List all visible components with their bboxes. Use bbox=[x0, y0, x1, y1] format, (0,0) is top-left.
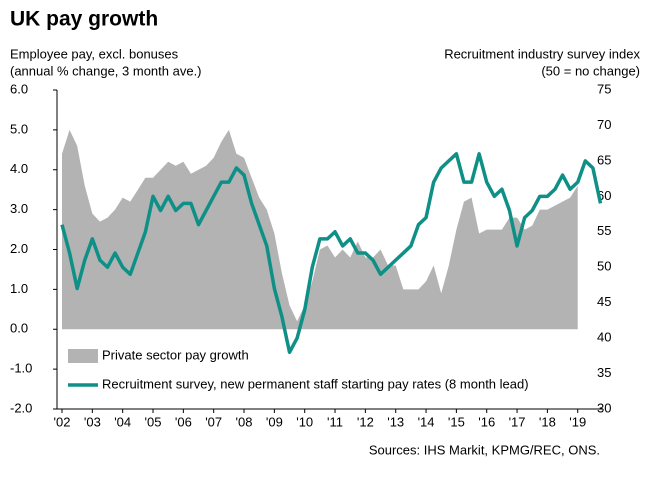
y2-tick-label: 70 bbox=[597, 117, 611, 132]
x-tick-label: '02 bbox=[54, 414, 71, 429]
y-tick-label: -2.0 bbox=[10, 400, 32, 415]
x-tick-label: '16 bbox=[478, 414, 495, 429]
x-tick-label: '17 bbox=[509, 414, 526, 429]
y2-axis-title: (50 = no change) bbox=[541, 63, 640, 78]
y2-tick-label: 40 bbox=[597, 330, 611, 345]
y2-tick-label: 55 bbox=[597, 223, 611, 238]
y-tick-label: 4.0 bbox=[10, 161, 28, 176]
x-tick-label: '14 bbox=[418, 414, 435, 429]
chart-title: UK pay growth bbox=[10, 8, 158, 31]
x-tick-label: '04 bbox=[114, 414, 131, 429]
y2-tick-label: 35 bbox=[597, 365, 611, 380]
y-tick-label: -1.0 bbox=[10, 361, 32, 376]
x-tick-label: '03 bbox=[84, 414, 101, 429]
x-tick-label: '07 bbox=[205, 414, 222, 429]
y-tick-label: 1.0 bbox=[10, 281, 28, 296]
legend-swatch bbox=[68, 349, 98, 363]
x-tick-label: '19 bbox=[569, 414, 586, 429]
y-tick-label: 0.0 bbox=[10, 321, 28, 336]
x-tick-label: '11 bbox=[327, 414, 343, 429]
x-tick-label: '13 bbox=[387, 414, 404, 429]
x-tick-label: '09 bbox=[266, 414, 283, 429]
y-tick-label: 5.0 bbox=[10, 121, 28, 136]
x-tick-label: '12 bbox=[357, 414, 374, 429]
x-tick-label: '05 bbox=[145, 414, 162, 429]
x-tick-label: '15 bbox=[448, 414, 465, 429]
x-tick-label: '08 bbox=[236, 414, 253, 429]
x-tick-label: '06 bbox=[175, 414, 192, 429]
y2-tick-label: 45 bbox=[597, 294, 611, 309]
y2-tick-label: 30 bbox=[597, 400, 611, 415]
y-tick-label: 6.0 bbox=[10, 81, 28, 96]
source-note: Sources: IHS Markit, KPMG/REC, ONS. bbox=[369, 442, 600, 457]
y-axis-title: (annual % change, 3 month ave.) bbox=[10, 63, 202, 78]
legend-label: Private sector pay growth bbox=[102, 347, 249, 362]
line bbox=[60, 152, 603, 355]
area bbox=[62, 129, 578, 330]
y2-tick-label: 75 bbox=[597, 81, 611, 96]
y-axis-title: Employee pay, excl. bonuses bbox=[10, 46, 179, 61]
y2-axis-title: Recruitment industry survey index bbox=[444, 46, 640, 61]
x-tick-label: '10 bbox=[296, 414, 313, 429]
y2-tick-label: 65 bbox=[597, 152, 611, 167]
y-tick-label: 2.0 bbox=[10, 241, 28, 256]
x-tick-label: '18 bbox=[539, 414, 556, 429]
legend-label: Recruitment survey, new permanent staff … bbox=[102, 376, 529, 391]
y2-tick-label: 50 bbox=[597, 259, 611, 274]
y-tick-label: 3.0 bbox=[10, 201, 28, 216]
